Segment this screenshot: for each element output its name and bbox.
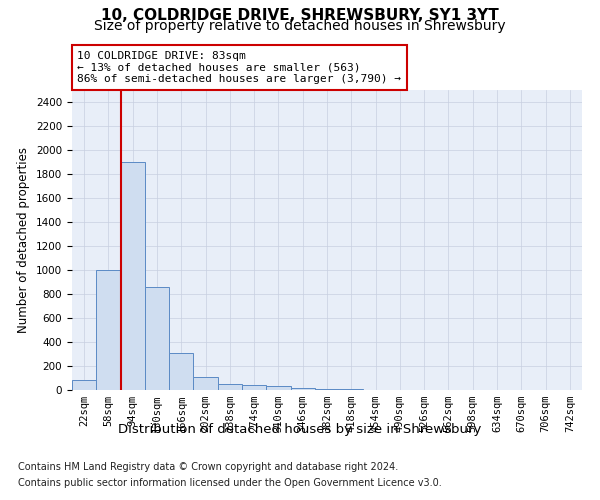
Y-axis label: Number of detached properties: Number of detached properties <box>17 147 31 333</box>
Bar <box>169 353 193 390</box>
Text: Contains public sector information licensed under the Open Government Licence v3: Contains public sector information licen… <box>18 478 442 488</box>
Text: 10, COLDRIDGE DRIVE, SHREWSBURY, SY1 3YT: 10, COLDRIDGE DRIVE, SHREWSBURY, SY1 3YT <box>101 8 499 22</box>
Text: Distribution of detached houses by size in Shrewsbury: Distribution of detached houses by size … <box>118 422 482 436</box>
Text: Size of property relative to detached houses in Shrewsbury: Size of property relative to detached ho… <box>94 19 506 33</box>
Bar <box>193 377 218 390</box>
Text: 10 COLDRIDGE DRIVE: 83sqm
← 13% of detached houses are smaller (563)
86% of semi: 10 COLDRIDGE DRIVE: 83sqm ← 13% of detac… <box>77 51 401 84</box>
Text: Contains HM Land Registry data © Crown copyright and database right 2024.: Contains HM Land Registry data © Crown c… <box>18 462 398 472</box>
Bar <box>218 384 242 390</box>
Bar <box>242 385 266 390</box>
Bar <box>266 386 290 390</box>
Bar <box>145 287 169 390</box>
Bar <box>121 162 145 390</box>
Bar <box>96 270 121 390</box>
Bar <box>72 380 96 390</box>
Bar <box>290 388 315 390</box>
Bar <box>315 389 339 390</box>
